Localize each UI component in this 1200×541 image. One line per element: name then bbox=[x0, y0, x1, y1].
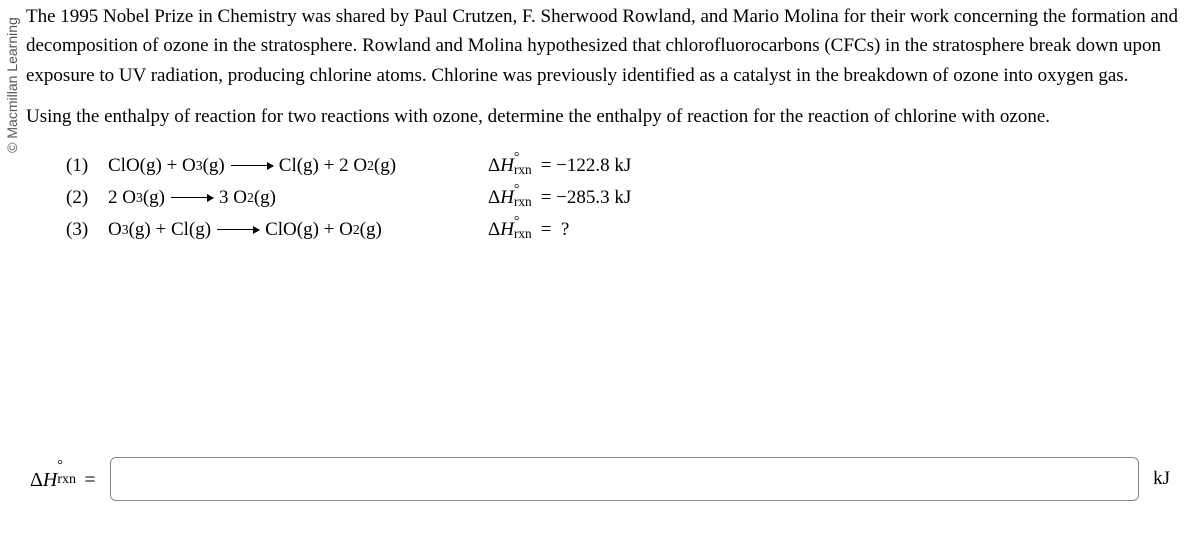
eq2-value: −285.3 kJ bbox=[556, 187, 631, 209]
equation-2: (2) 2 O3(g)3 O2(g) ΔH°rxn = −285.3 kJ bbox=[66, 182, 1192, 214]
arrow-icon bbox=[171, 197, 213, 198]
eq3-enthalpy: ΔH°rxn = ? bbox=[488, 219, 569, 241]
answer-row: ΔH°rxn = kJ bbox=[30, 457, 1170, 501]
eq1-reaction: ClO(g) + O3(g)Cl(g) + 2 O2(g) bbox=[108, 155, 488, 177]
eq2-number: (2) bbox=[66, 187, 108, 209]
eq1-number: (1) bbox=[66, 155, 108, 177]
eq2-enthalpy: ΔH°rxn = −285.3 kJ bbox=[488, 187, 631, 209]
eq1-enthalpy: ΔH°rxn = −122.8 kJ bbox=[488, 155, 631, 177]
problem-content: The 1995 Nobel Prize in Chemistry was sh… bbox=[26, 2, 1192, 246]
eq3-reaction: O3(g) + Cl(g)ClO(g) + O2(g) bbox=[108, 219, 488, 241]
paragraph-1: The 1995 Nobel Prize in Chemistry was sh… bbox=[26, 2, 1192, 90]
equation-1: (1) ClO(g) + O3(g)Cl(g) + 2 O2(g) ΔH°rxn… bbox=[66, 150, 1192, 182]
copyright-text: © Macmillan Learning bbox=[4, 0, 20, 175]
eq2-reaction: 2 O3(g)3 O2(g) bbox=[108, 187, 488, 209]
equation-block: (1) ClO(g) + O3(g)Cl(g) + 2 O2(g) ΔH°rxn… bbox=[66, 150, 1192, 246]
eq3-value: ? bbox=[561, 219, 569, 241]
arrow-icon bbox=[231, 165, 273, 166]
answer-unit: kJ bbox=[1153, 468, 1170, 490]
equation-3: (3) O3(g) + Cl(g)ClO(g) + O2(g) ΔH°rxn =… bbox=[66, 214, 1192, 246]
paragraph-2: Using the enthalpy of reaction for two r… bbox=[26, 102, 1192, 131]
eq3-number: (3) bbox=[66, 219, 108, 241]
eq1-value: −122.8 kJ bbox=[556, 155, 631, 177]
answer-input[interactable] bbox=[110, 457, 1139, 501]
arrow-icon bbox=[217, 229, 259, 230]
answer-label: ΔH°rxn = bbox=[30, 466, 96, 492]
